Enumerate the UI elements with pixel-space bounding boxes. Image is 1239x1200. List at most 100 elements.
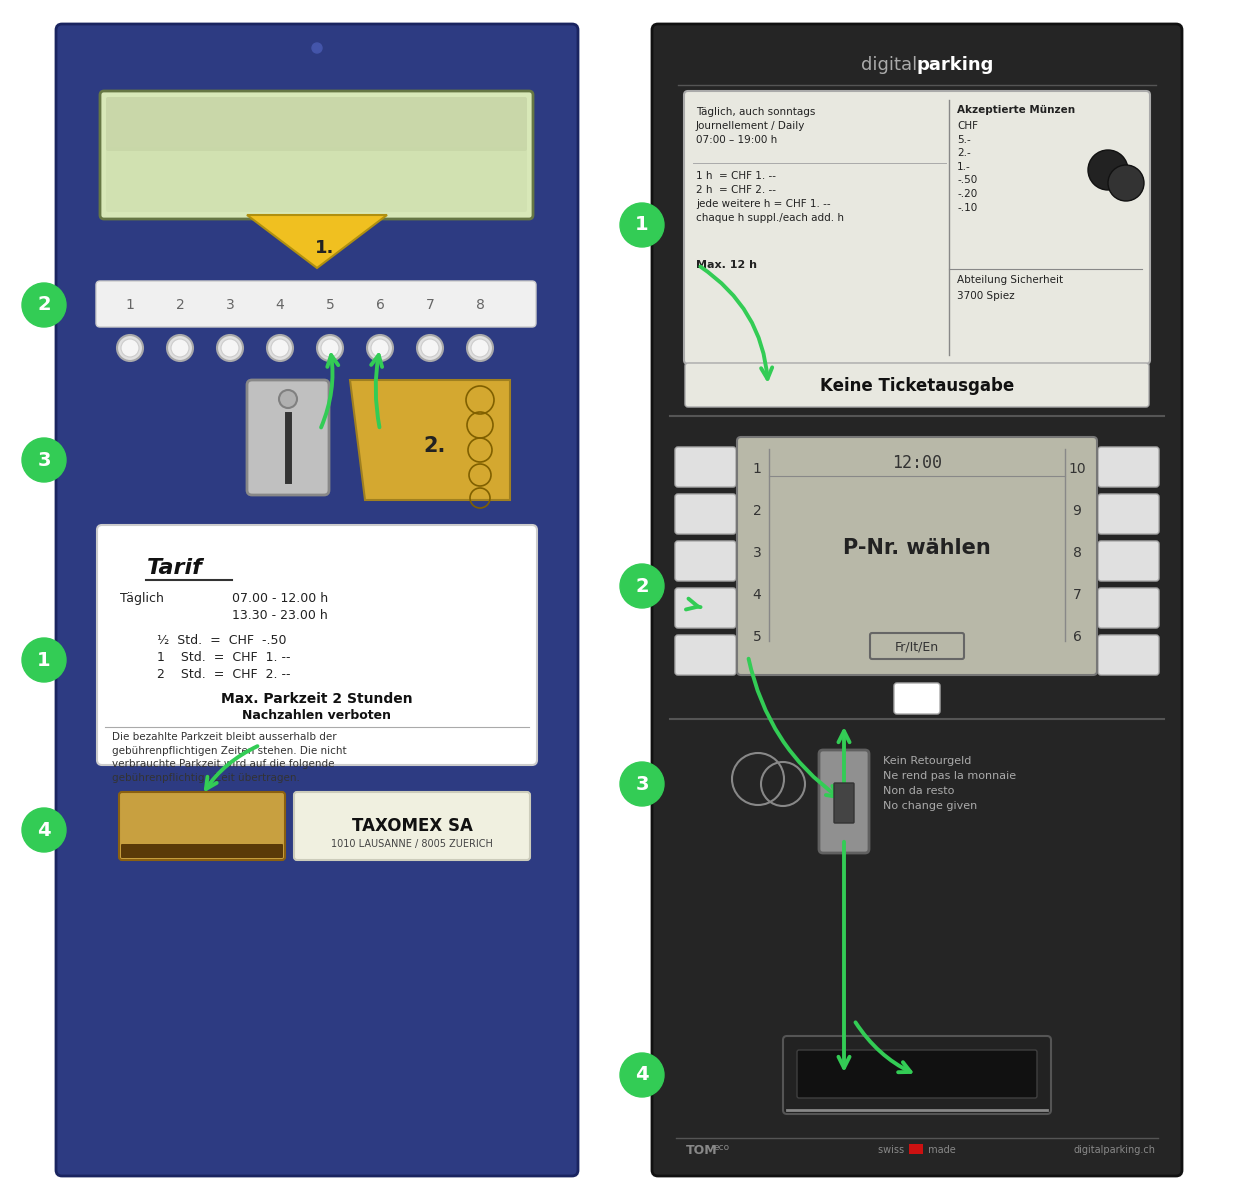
Text: 1010 LAUSANNE / 8005 ZUERICH: 1010 LAUSANNE / 8005 ZUERICH	[331, 839, 493, 850]
Text: Tarif: Tarif	[147, 558, 203, 578]
Text: 1: 1	[636, 216, 649, 234]
Text: Ne rend pas la monnaie: Ne rend pas la monnaie	[883, 770, 1016, 781]
Circle shape	[22, 283, 66, 326]
Text: 2: 2	[176, 298, 185, 312]
Text: 12:00: 12:00	[892, 454, 942, 472]
Text: 8: 8	[476, 298, 484, 312]
FancyBboxPatch shape	[107, 146, 527, 212]
Text: 3: 3	[752, 546, 762, 560]
Circle shape	[620, 564, 664, 608]
FancyBboxPatch shape	[100, 91, 533, 218]
Circle shape	[22, 438, 66, 482]
FancyBboxPatch shape	[675, 541, 736, 581]
Text: 1: 1	[125, 298, 135, 312]
Circle shape	[317, 335, 343, 361]
Text: TAXOMEX SA: TAXOMEX SA	[352, 817, 472, 835]
Text: 2    Std.  =  CHF  2. --: 2 Std. = CHF 2. --	[157, 668, 290, 680]
Text: 3: 3	[37, 450, 51, 469]
FancyBboxPatch shape	[1098, 541, 1158, 581]
Text: Täglich, auch sonntags
Journellement / Daily
07:00 – 19:00 h: Täglich, auch sonntags Journellement / D…	[696, 107, 815, 145]
Text: No change given: No change given	[883, 802, 978, 811]
Text: Abteilung Sicherheit: Abteilung Sicherheit	[957, 275, 1063, 284]
Text: 5: 5	[752, 630, 762, 644]
Circle shape	[1108, 164, 1144, 200]
Text: 1    Std.  =  CHF  1. --: 1 Std. = CHF 1. --	[157, 650, 290, 664]
Text: CHF
5.-
2.-
1.-
-.50
-.20
-.10: CHF 5.- 2.- 1.- -.50 -.20 -.10	[957, 121, 978, 212]
Text: P-Nr. wählen: P-Nr. wählen	[843, 538, 991, 558]
Text: 2: 2	[636, 576, 649, 595]
Text: 8: 8	[1073, 546, 1082, 560]
Bar	[909, 1144, 923, 1154]
Circle shape	[167, 335, 193, 361]
Text: 5: 5	[326, 298, 335, 312]
Text: 1: 1	[37, 650, 51, 670]
Text: 4: 4	[37, 821, 51, 840]
FancyBboxPatch shape	[119, 792, 285, 860]
Text: 7: 7	[1073, 588, 1082, 602]
Circle shape	[321, 338, 339, 358]
FancyBboxPatch shape	[684, 91, 1150, 364]
Polygon shape	[349, 380, 510, 500]
Text: 4: 4	[275, 298, 285, 312]
Text: Max. Parkzeit 2 Stunden: Max. Parkzeit 2 Stunden	[222, 692, 413, 706]
Text: Non da resto: Non da resto	[883, 786, 954, 796]
Text: 2: 2	[752, 504, 762, 518]
Circle shape	[1088, 150, 1127, 190]
Circle shape	[22, 638, 66, 682]
FancyBboxPatch shape	[1098, 635, 1158, 674]
FancyBboxPatch shape	[819, 750, 869, 853]
Circle shape	[271, 338, 289, 358]
FancyBboxPatch shape	[121, 844, 282, 858]
Text: swiss: swiss	[877, 1145, 907, 1154]
FancyBboxPatch shape	[1098, 494, 1158, 534]
Text: 1 h  = CHF 1. --
2 h  = CHF 2. --
jede weitere h = CHF 1. --
chaque h suppl./eac: 1 h = CHF 1. -- 2 h = CHF 2. -- jede wei…	[696, 170, 844, 223]
FancyBboxPatch shape	[675, 494, 736, 534]
FancyBboxPatch shape	[652, 24, 1182, 1176]
Text: 2.: 2.	[424, 436, 446, 456]
Text: parking: parking	[917, 56, 995, 74]
Text: 13.30 - 23.00 h: 13.30 - 23.00 h	[232, 608, 328, 622]
Text: 7: 7	[426, 298, 435, 312]
FancyBboxPatch shape	[1098, 588, 1158, 628]
FancyBboxPatch shape	[247, 380, 330, 494]
Circle shape	[266, 335, 292, 361]
Text: 07.00 - 12.00 h: 07.00 - 12.00 h	[232, 592, 328, 605]
Text: 10: 10	[1068, 462, 1085, 476]
Circle shape	[421, 338, 439, 358]
Circle shape	[620, 203, 664, 247]
Text: made: made	[926, 1145, 955, 1154]
FancyBboxPatch shape	[1098, 446, 1158, 487]
Circle shape	[121, 338, 139, 358]
FancyBboxPatch shape	[675, 588, 736, 628]
Text: 6: 6	[1073, 630, 1082, 644]
Text: 6: 6	[375, 298, 384, 312]
Text: 3700 Spiez: 3700 Spiez	[957, 290, 1015, 301]
Circle shape	[217, 335, 243, 361]
FancyBboxPatch shape	[834, 782, 854, 823]
Text: 2: 2	[37, 295, 51, 314]
FancyBboxPatch shape	[685, 362, 1149, 407]
Text: 1.: 1.	[315, 239, 335, 257]
Text: digital: digital	[861, 56, 917, 74]
Text: eco: eco	[714, 1144, 730, 1152]
Circle shape	[467, 335, 493, 361]
Text: digitalparking.ch: digitalparking.ch	[1074, 1145, 1156, 1154]
Circle shape	[620, 1054, 664, 1097]
Circle shape	[279, 390, 297, 408]
Circle shape	[22, 808, 66, 852]
FancyBboxPatch shape	[675, 446, 736, 487]
Circle shape	[116, 335, 142, 361]
Text: 3: 3	[225, 298, 234, 312]
Text: TOM: TOM	[686, 1144, 717, 1157]
Circle shape	[620, 762, 664, 806]
Circle shape	[418, 335, 444, 361]
FancyBboxPatch shape	[895, 683, 940, 714]
Circle shape	[367, 335, 393, 361]
Text: 9: 9	[1073, 504, 1082, 518]
Circle shape	[221, 338, 239, 358]
FancyBboxPatch shape	[294, 792, 530, 860]
Text: Keine Ticketausgabe: Keine Ticketausgabe	[820, 377, 1015, 395]
Text: Nachzahlen verboten: Nachzahlen verboten	[243, 709, 392, 722]
Text: Akzeptierte Münzen: Akzeptierte Münzen	[957, 104, 1075, 115]
Text: 4: 4	[636, 1066, 649, 1085]
